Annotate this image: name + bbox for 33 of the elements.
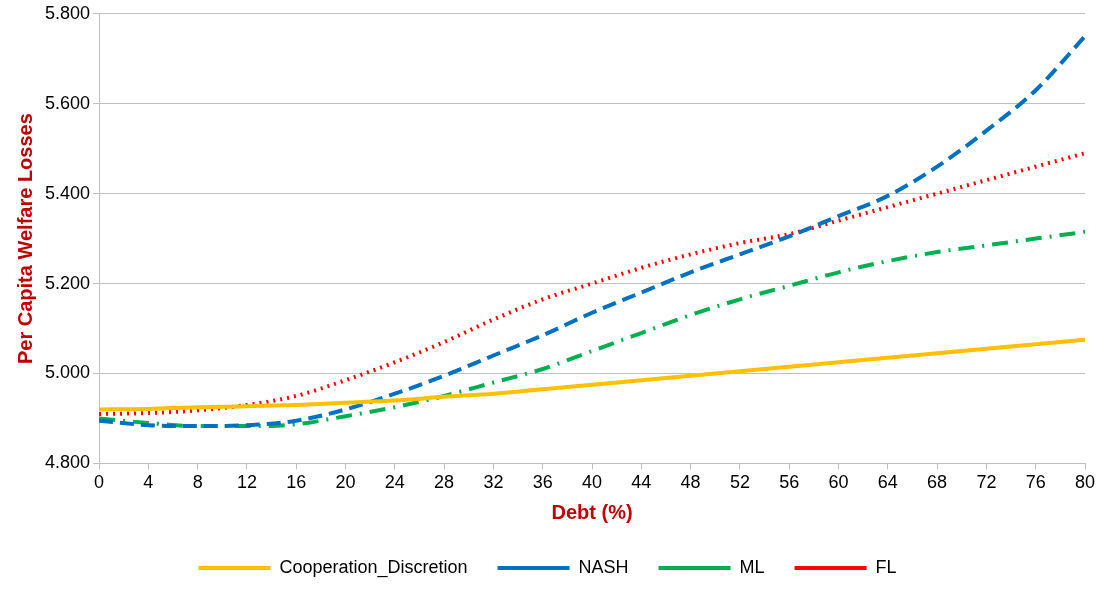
x-tick-label: 8 [192,472,203,493]
x-tick-label: 32 [483,472,504,493]
legend-label: Cooperation_Discretion [279,556,468,578]
x-tick-label: 80 [1074,472,1096,493]
y-axis-title: Per Capita Welfare Losses [13,113,36,365]
x-tick-label: 0 [94,472,105,493]
legend-label: NASH [578,556,629,577]
x-tick-label: 64 [877,472,898,493]
y-tick-label: 5.800 [45,2,91,23]
x-tick-label: 52 [729,472,750,493]
x-tick-label: 44 [631,472,652,493]
y-tick-label: 4.800 [45,452,91,473]
x-tick-label: 48 [680,472,701,493]
x-tick-label: 24 [384,472,405,493]
legend-label: ML [739,556,765,577]
y-tick-label: 5.400 [45,182,91,203]
x-tick-label: 12 [236,472,257,493]
x-tick-label: 56 [779,472,800,493]
x-tick-label: 4 [143,472,154,493]
x-tick-label: 68 [927,472,948,493]
x-tick-label: 28 [434,472,455,493]
x-tick-label: 72 [976,472,997,493]
x-tick-label: 16 [286,472,307,493]
x-tick-label: 20 [335,472,356,493]
x-tick-label: 60 [828,472,849,493]
x-tick-label: 76 [1025,472,1046,493]
y-tick-label: 5.200 [45,272,91,293]
y-tick-label: 5.000 [45,362,91,383]
x-axis-title: Debt (%) [551,500,633,523]
x-tick-label: 36 [532,472,553,493]
legend-label: FL [875,556,897,577]
y-tick-label: 5.600 [45,92,91,113]
x-tick-label: 40 [582,472,603,493]
